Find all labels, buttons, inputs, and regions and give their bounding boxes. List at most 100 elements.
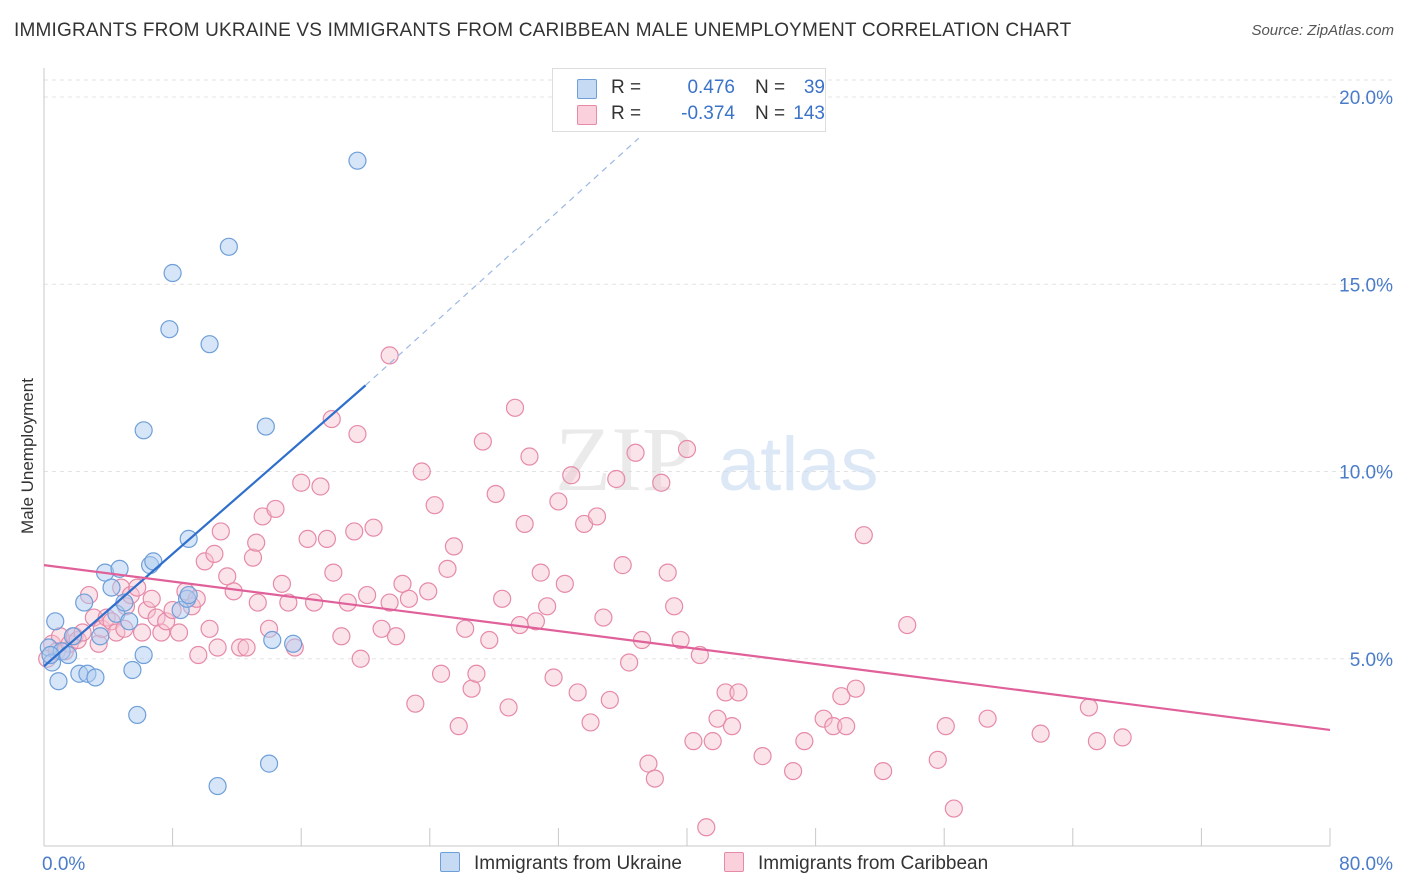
caribbean-point xyxy=(358,585,377,605)
caribbean-point xyxy=(304,593,324,612)
legend-r-value-ukraine: 0.476 xyxy=(687,77,735,98)
caribbean-point xyxy=(824,717,843,736)
ukraine-point xyxy=(163,263,182,283)
x-tick-label: 80.0% xyxy=(1339,854,1393,875)
watermark-zip: ZIP xyxy=(555,408,693,510)
caribbean-point xyxy=(658,563,677,582)
caribbean-point xyxy=(613,556,632,575)
caribbean-point xyxy=(317,529,337,549)
caribbean-point xyxy=(538,597,557,616)
bottom-legend-ukraine: Immigrants from Ukraine xyxy=(440,852,682,875)
caribbean-point xyxy=(425,496,444,515)
caribbean-point xyxy=(248,593,267,612)
legend-n-value-ukraine: 39 xyxy=(803,77,825,98)
ukraine-point xyxy=(120,612,139,631)
caribbean-point xyxy=(380,346,399,365)
caribbean-point xyxy=(449,717,468,736)
caribbean-point xyxy=(549,492,568,511)
ukraine-point xyxy=(134,645,153,665)
caribbean-point xyxy=(814,709,833,728)
caribbean-point xyxy=(152,623,171,642)
caribbean-point xyxy=(697,818,716,837)
caribbean-point xyxy=(205,544,224,563)
legend-n-label: N = xyxy=(755,77,786,98)
caribbean-point xyxy=(783,761,803,781)
ukraine-point xyxy=(102,578,121,597)
caribbean-point xyxy=(399,589,419,608)
legend-n-value-caribbean: 143 xyxy=(793,103,825,124)
caribbean-point xyxy=(665,597,684,616)
ukraine-point xyxy=(63,627,83,646)
caribbean-point xyxy=(677,439,697,459)
caribbean-point xyxy=(351,649,370,668)
caribbean-point xyxy=(137,600,156,620)
caribbean-point xyxy=(722,717,742,736)
caribbean-point xyxy=(837,717,856,736)
ukraine-point xyxy=(128,705,147,725)
ukraine-point xyxy=(49,672,68,691)
ukraine-point xyxy=(208,776,227,796)
ukraine-point xyxy=(144,552,163,571)
caribbean-point xyxy=(1031,724,1050,743)
ukraine-point xyxy=(41,645,60,665)
caribbean-point xyxy=(531,563,550,582)
caribbean-point xyxy=(128,578,147,597)
bottom-legend-label-ukraine: Immigrants from Ukraine xyxy=(474,853,682,874)
caribbean-point xyxy=(671,630,690,650)
caribbean-point xyxy=(639,754,658,773)
caribbean-point xyxy=(944,799,963,818)
chart-title: IMMIGRANTS FROM UKRAINE VS IMMIGRANTS FR… xyxy=(14,20,1072,41)
legend-r-label: R = xyxy=(611,103,642,124)
caribbean-point xyxy=(486,484,505,504)
caribbean-point xyxy=(231,638,250,657)
caribbean-point xyxy=(211,522,230,541)
caribbean-point xyxy=(526,612,545,631)
legend-n-label: N = xyxy=(755,103,786,124)
caribbean-point xyxy=(462,679,481,698)
caribbean-point xyxy=(324,563,343,582)
watermark: ZIP atlas xyxy=(555,408,879,510)
grid-lines xyxy=(44,79,1392,660)
ukraine-points xyxy=(39,151,367,796)
caribbean-point xyxy=(928,750,947,769)
caribbean-point xyxy=(1079,698,1098,717)
caribbean-point xyxy=(626,443,645,462)
caribbean-point xyxy=(279,593,298,612)
ukraine-point xyxy=(179,585,198,605)
ukraine-trend-line xyxy=(43,384,367,668)
caribbean-point xyxy=(594,608,613,627)
caribbean-point xyxy=(716,683,735,702)
ukraine-point xyxy=(134,421,153,440)
caribbean-point xyxy=(438,559,457,578)
ukraine-point xyxy=(123,660,142,680)
caribbean-point xyxy=(266,499,285,519)
caribbean-point xyxy=(520,447,539,466)
ukraine-point xyxy=(284,634,303,653)
caribbean-point xyxy=(218,567,237,586)
caribbean-point xyxy=(372,619,391,638)
caribbean-point xyxy=(132,623,152,642)
caribbean-point xyxy=(795,732,814,751)
legend-swatch-caribbean xyxy=(577,105,597,125)
caribbean-point xyxy=(1087,732,1107,751)
bottom-legend-caribbean: Immigrants from Caribbean xyxy=(724,852,988,875)
bottom-legend-swatch-ukraine xyxy=(440,852,460,872)
caribbean-point xyxy=(473,432,492,451)
caribbean-point xyxy=(386,627,406,646)
ukraine-point xyxy=(91,627,110,646)
caribbean-point xyxy=(1113,728,1132,747)
x-tick-label: 0.0% xyxy=(42,854,85,875)
caribbean-point xyxy=(380,593,399,612)
ukraine-point xyxy=(200,335,219,354)
caribbean-point xyxy=(142,589,161,608)
caribbean-point xyxy=(419,582,438,601)
legend-r-value-caribbean: -0.374 xyxy=(681,103,735,124)
ukraine-point xyxy=(256,417,275,436)
caribbean-point xyxy=(729,683,748,702)
caribbean-point xyxy=(555,574,574,593)
caribbean-point xyxy=(832,687,851,706)
caribbean-point xyxy=(345,522,364,541)
source-credit: Source: ZipAtlas.com xyxy=(1251,22,1394,39)
caribbean-point xyxy=(499,698,518,717)
y-tick-label: 10.0% xyxy=(1339,463,1393,484)
